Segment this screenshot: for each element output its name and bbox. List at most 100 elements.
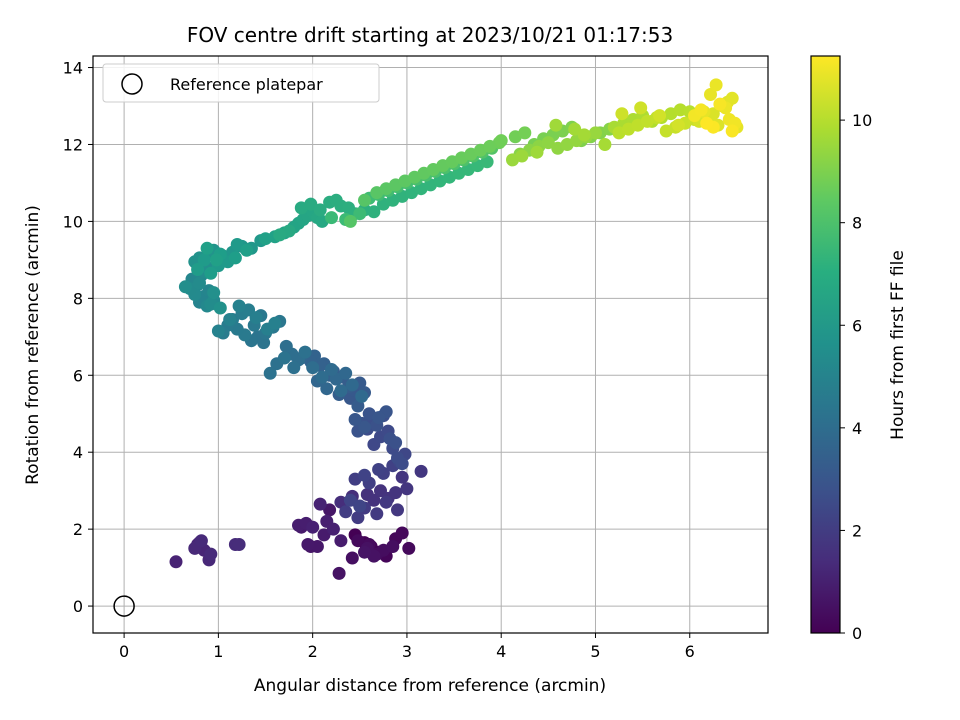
scatter-point [317, 528, 331, 542]
x-tick-label: 6 [685, 642, 695, 661]
legend: Reference platepar [102, 63, 380, 103]
y-tick-label: 14 [63, 59, 83, 78]
scatter-point [273, 228, 287, 242]
scatter-point [700, 116, 714, 130]
x-tick-label: 0 [119, 642, 129, 661]
scatter-point [704, 88, 717, 101]
colorbar-tick-label: 8 [852, 214, 862, 233]
scatter-point [389, 486, 403, 500]
scatter-point [713, 97, 727, 111]
scatter-point [615, 107, 629, 121]
scatter-point [197, 253, 211, 267]
scatter-point [306, 361, 320, 375]
scatter-point [325, 211, 338, 225]
y-tick-label: 12 [63, 135, 83, 154]
scatter-point [653, 109, 667, 123]
scatter-point [240, 243, 254, 257]
scatter-point [480, 155, 494, 169]
scatter-point [334, 384, 348, 398]
y-tick-label: 6 [73, 366, 83, 385]
colorbar-tick-label: 10 [852, 111, 872, 130]
legend-box [102, 63, 380, 103]
y-tick-label: 0 [73, 597, 83, 616]
scatter-point [263, 366, 277, 380]
x-tick-label: 1 [213, 642, 223, 661]
scatter-point [232, 538, 246, 551]
scatter-point [694, 103, 708, 117]
scatter-point [194, 534, 208, 548]
scatter-point [211, 324, 225, 338]
scatter-point [386, 540, 400, 553]
scatter-point [348, 413, 362, 426]
scatter-point [287, 361, 301, 375]
scatter-point [345, 378, 359, 392]
scatter-point [671, 118, 685, 132]
scatter-point [395, 526, 409, 540]
scatter-point [353, 207, 367, 221]
scatter-point [530, 145, 544, 159]
scatter-point [329, 372, 343, 386]
scatter-point [315, 370, 329, 384]
scatter-point [549, 118, 563, 132]
scatter-point [379, 495, 393, 509]
scatter-point [358, 193, 371, 207]
colorbar-tick-label: 0 [852, 624, 862, 643]
scatter-point [389, 436, 403, 450]
scatter-point [358, 468, 371, 482]
scatter-point [313, 497, 327, 511]
scatter-point [343, 493, 357, 507]
scatter-point [709, 78, 723, 92]
scatter-point [325, 363, 338, 376]
x-axis-label: Angular distance from reference (arcmin) [254, 676, 606, 696]
scatter-point [353, 499, 367, 513]
scatter-point [400, 482, 414, 496]
scatter-point [332, 566, 346, 580]
scatter-point [230, 238, 244, 251]
scatter-point [279, 339, 293, 353]
colorbar-ticks: 0 2 4 6 8 10 [840, 111, 872, 643]
scatter-point [298, 345, 312, 359]
scatter-point [515, 149, 529, 163]
scatter-point [395, 470, 409, 484]
scatter-point [339, 366, 353, 380]
scatter-point [191, 263, 205, 276]
scatter-point [204, 547, 218, 561]
x-tick-label: 4 [496, 642, 506, 661]
y-axis-ticks: 0 2 4 6 8 10 12 14 [63, 59, 93, 616]
scatter-point [277, 351, 291, 365]
chart-title: FOV centre drift starting at 2023/10/21 … [187, 23, 673, 47]
y-tick-label: 10 [63, 212, 83, 231]
scatter-point [306, 520, 320, 534]
scatter-point [577, 128, 591, 142]
scatter-point [313, 203, 327, 217]
colorbar-tick-label: 2 [852, 521, 862, 540]
legend-marker [121, 73, 143, 95]
scatter-point [213, 301, 227, 315]
scatter-point [402, 541, 416, 555]
scatter-point [391, 503, 404, 517]
scatter-point [568, 122, 582, 136]
scatter-point [343, 214, 357, 228]
y-tick-label: 4 [73, 443, 83, 462]
scatter-point [598, 138, 612, 151]
colorbar-tick-label: 4 [852, 419, 862, 438]
scatter-point [178, 280, 192, 294]
x-tick-label: 5 [590, 642, 600, 661]
scatter-point [725, 91, 739, 105]
scatter-point [320, 382, 334, 396]
colorbar-label: Hours from first FF file [888, 250, 908, 440]
scatter-point [358, 420, 371, 434]
x-tick-label: 3 [402, 642, 412, 661]
scatter-point [634, 101, 648, 115]
scatter-point [345, 551, 359, 565]
scatter-point [518, 126, 532, 140]
scatter-point [494, 134, 508, 148]
x-tick-label: 2 [308, 642, 318, 661]
scatter-point [339, 505, 353, 519]
scatter-point [370, 507, 384, 521]
scatter-point [204, 266, 218, 280]
scatter-point [358, 545, 371, 559]
scatter-point [372, 463, 386, 476]
scatter-point [351, 511, 365, 525]
